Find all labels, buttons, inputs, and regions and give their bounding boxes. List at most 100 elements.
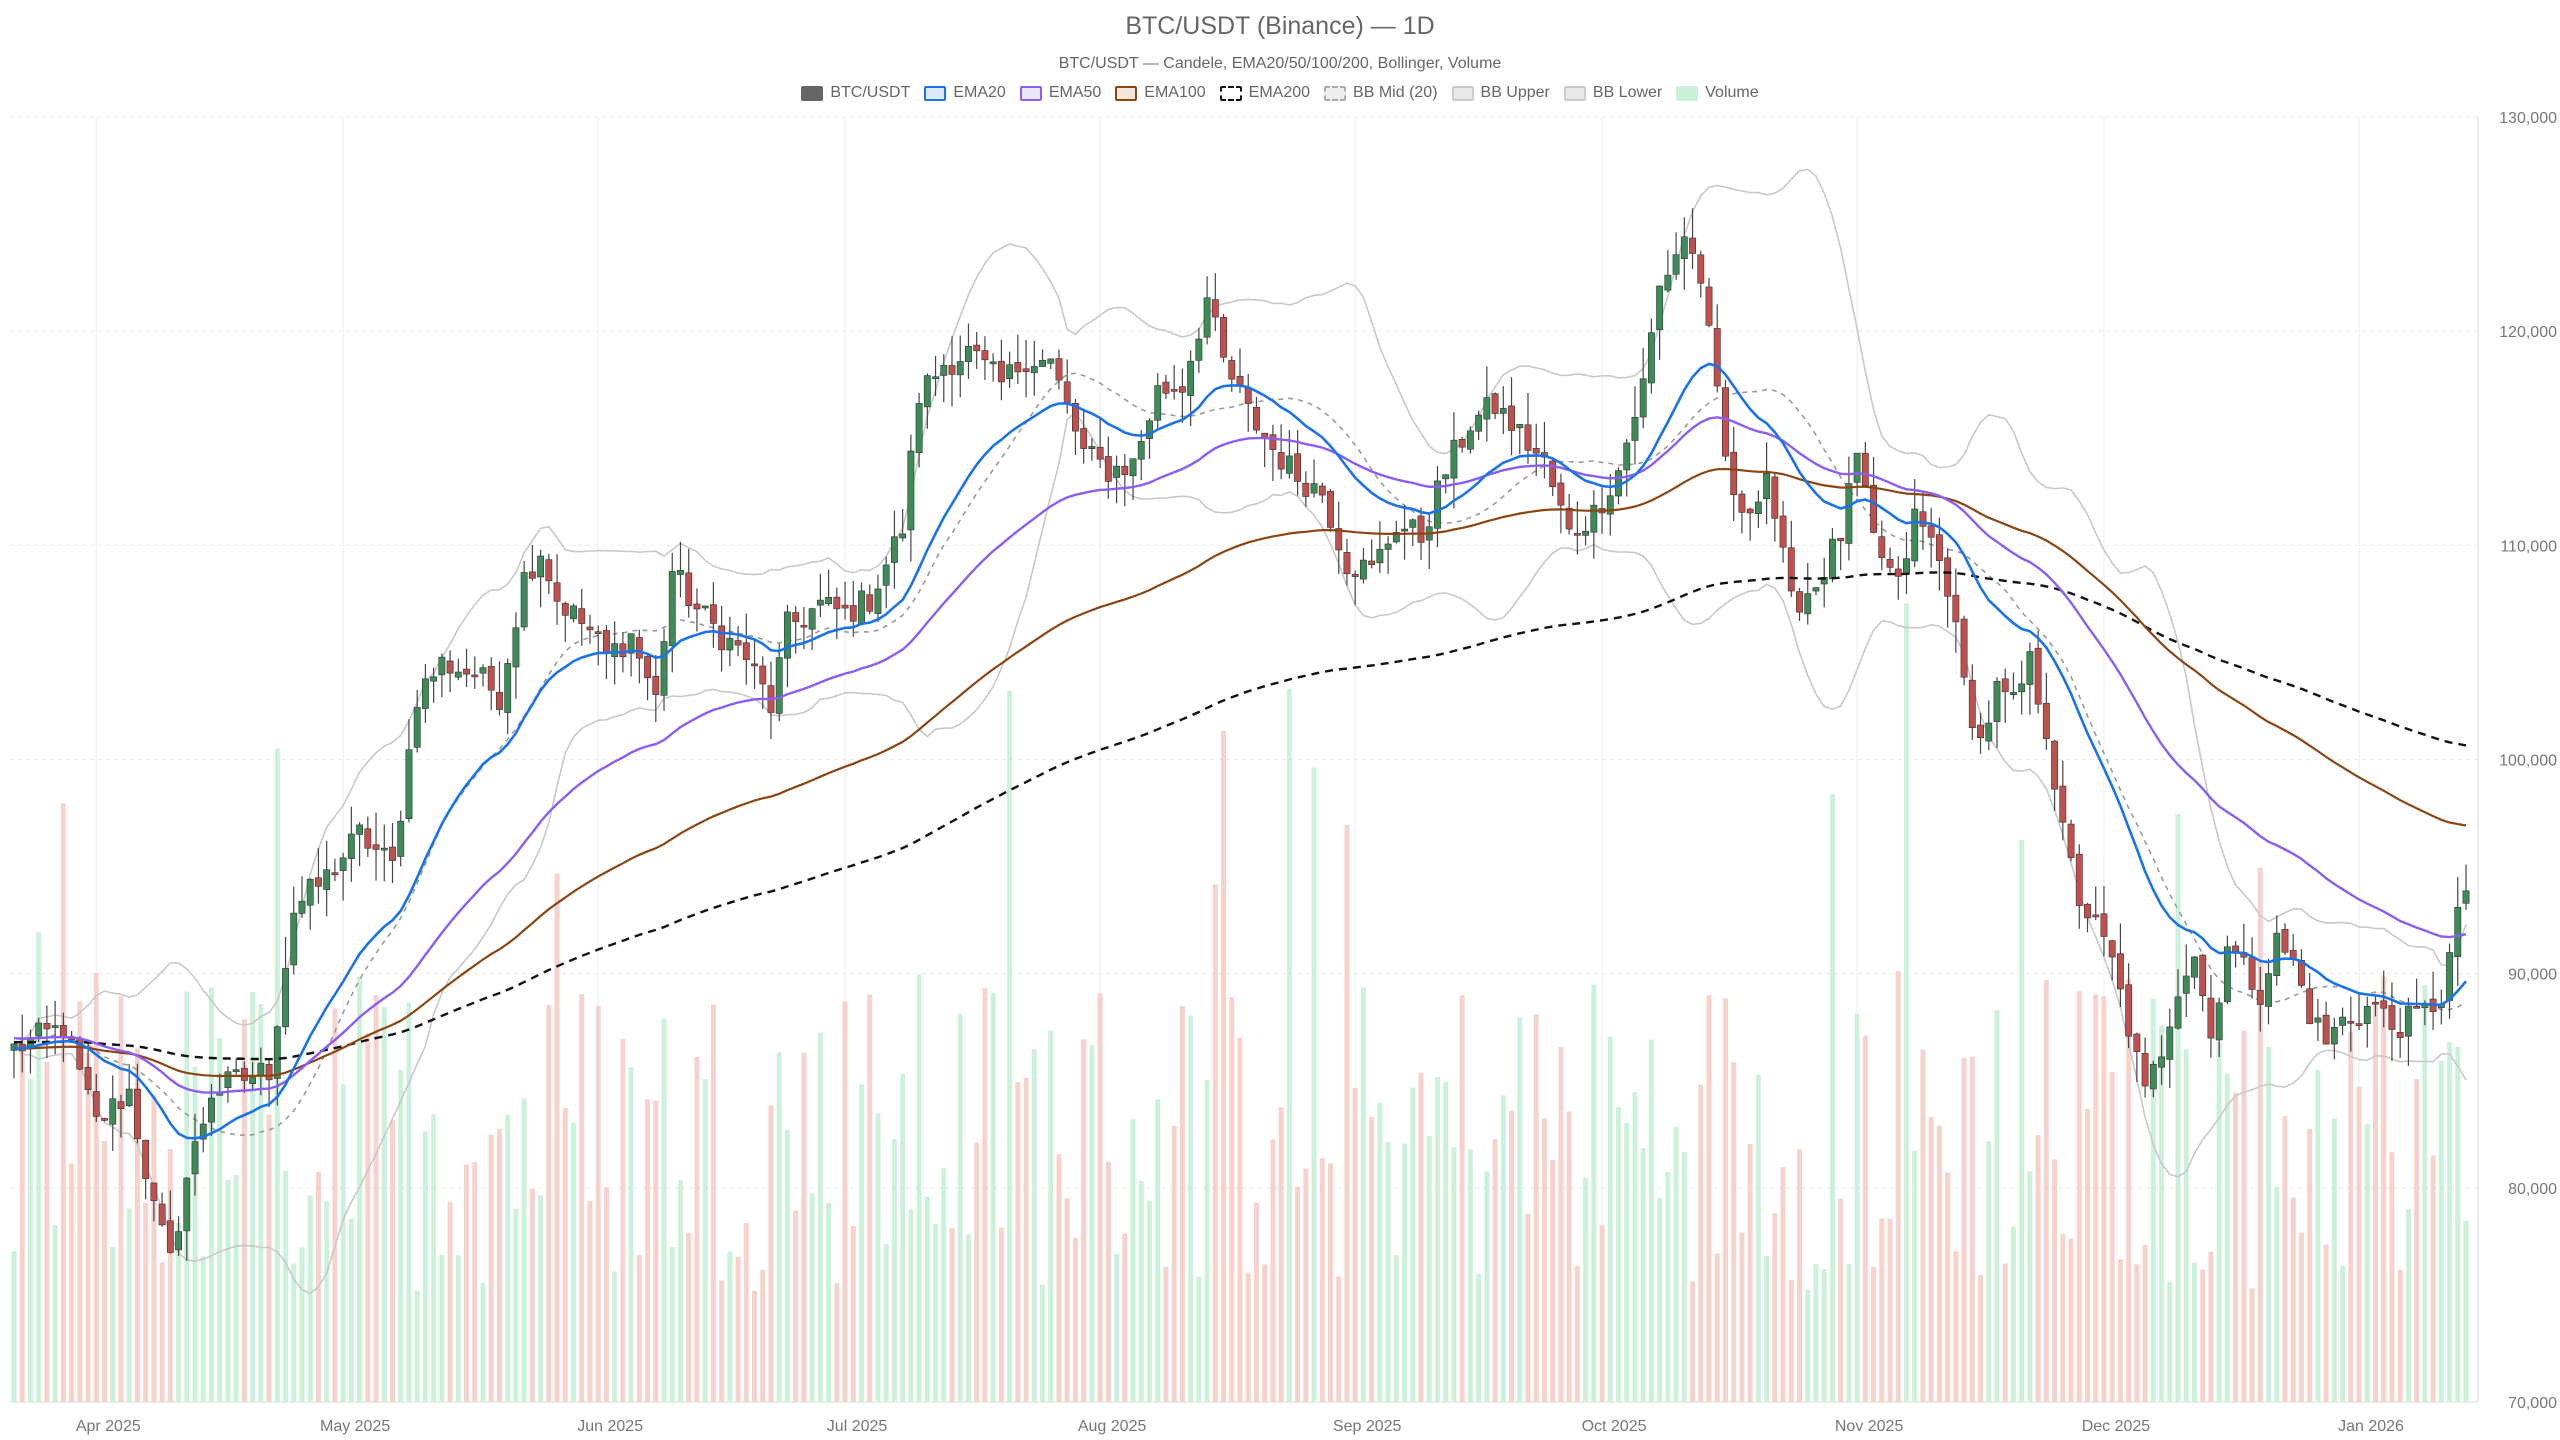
legend-item-btc-usdt[interactable]: BTC/USDT: [801, 84, 910, 102]
volume-bar: [77, 1001, 83, 1402]
candle-body: [257, 1062, 265, 1076]
volume-bar: [348, 1218, 354, 1402]
legend-label: BTC/USDT: [830, 84, 911, 101]
volume-bar: [1286, 689, 1292, 1402]
candle-body: [1072, 403, 1079, 432]
candle-body: [1845, 483, 1853, 544]
candle-body: [364, 828, 372, 849]
legend-item-ema20[interactable]: EMA20: [924, 84, 1006, 102]
legend-item-bb-mid-20[interactable]: BB Mid (20): [1324, 84, 1438, 102]
candle-body: [635, 637, 643, 659]
volume-bar: [916, 974, 922, 1402]
volume-bar: [529, 1188, 535, 1402]
volume-bar: [2249, 1288, 2255, 1402]
volume-bar: [1821, 1269, 1827, 1402]
candle-body: [907, 450, 915, 531]
candle-body: [1285, 455, 1293, 474]
volume-bar: [1459, 994, 1465, 1402]
candle-body: [2248, 957, 2256, 990]
candle-body: [1047, 358, 1055, 364]
candle-body: [866, 594, 874, 612]
volume-bar: [2315, 1069, 2321, 1402]
volume-bar: [1731, 1062, 1737, 1402]
candle-body: [2273, 932, 2281, 976]
candle-body: [1392, 532, 1400, 543]
y-tick-label: 110,000: [2500, 538, 2557, 555]
x-tick-label: Apr 2025: [76, 1418, 141, 1435]
candle-body: [183, 1177, 191, 1232]
candle-body: [1088, 446, 1096, 450]
candle-body: [2174, 996, 2182, 1029]
volume-bar: [1616, 1107, 1621, 1402]
volume-bar: [324, 1201, 330, 1402]
volume-bar: [1920, 1049, 1926, 1402]
volume-bar: [801, 1052, 807, 1402]
legend-item-ema200[interactable]: EMA200: [1219, 84, 1311, 102]
candle-body: [158, 1203, 166, 1226]
volume-bar: [1105, 1161, 1111, 1402]
legend-item-ema50[interactable]: EMA50: [1019, 84, 1101, 102]
candle-body: [528, 571, 536, 579]
candle-body: [166, 1220, 174, 1253]
volume-bar: [2043, 980, 2049, 1402]
volume-bar: [1056, 1154, 1062, 1402]
volume-bar: [2035, 1135, 2041, 1402]
candle-body: [1162, 381, 1170, 394]
candle-body: [191, 1141, 199, 1175]
volume-bar: [1130, 1119, 1136, 1402]
volume-bar: [883, 1244, 889, 1402]
volume-bar: [1994, 1009, 2000, 1402]
candle-body: [240, 1067, 248, 1081]
volume-bar: [1780, 1167, 1786, 1402]
candle-body: [2265, 973, 2272, 1007]
legend-item-ema100[interactable]: EMA100: [1115, 84, 1206, 102]
legend-item-bb-upper[interactable]: BB Upper: [1451, 84, 1550, 102]
volume-bar: [2414, 1079, 2420, 1402]
candle-body: [594, 631, 602, 635]
legend-swatch: [1019, 85, 1042, 101]
candle-body: [989, 361, 997, 365]
volume-bar: [587, 1201, 593, 1402]
candle-body: [1680, 236, 1688, 259]
candle-body: [2191, 956, 2198, 978]
volume-bar: [2282, 1116, 2288, 1402]
candle-body: [726, 637, 734, 651]
candle-body: [1763, 472, 1771, 500]
chart-title: BTC/USDT (Binance) — 1D: [1125, 12, 1435, 40]
candle-body: [1952, 594, 1960, 623]
volume-bar: [1311, 767, 1317, 1402]
volume-bar: [1500, 1095, 1506, 1402]
volume-bar: [2192, 1262, 2197, 1402]
candle-body: [1401, 528, 1408, 532]
volume-bar: [1772, 1213, 1778, 1402]
volume-bar: [1179, 1005, 1185, 1402]
candle-body: [1664, 274, 1672, 291]
volume-bar: [1262, 1264, 1268, 1402]
candle-body: [1894, 568, 1902, 577]
volume-bar: [85, 1053, 91, 1402]
candle-body: [2223, 946, 2231, 1003]
volume-bar: [1681, 1152, 1687, 1402]
volume-bar: [1764, 1256, 1770, 1402]
volume-bar: [817, 1032, 823, 1402]
candle-body: [1146, 420, 1153, 439]
legend-label: EMA200: [1248, 84, 1311, 101]
volume-bar: [225, 1179, 231, 1402]
candle-body: [1129, 458, 1137, 476]
candle-body: [1466, 430, 1474, 450]
candle-body: [825, 596, 833, 604]
legend-item-bb-lower[interactable]: BB Lower: [1563, 84, 1662, 102]
volume-bar: [2060, 1234, 2066, 1402]
candle-body: [1582, 530, 1590, 536]
candle-body: [849, 605, 857, 622]
volume-bar: [151, 1095, 157, 1402]
volume-bar: [1040, 1284, 1045, 1402]
volume-bar: [2134, 1264, 2140, 1402]
volume-bar: [1624, 1122, 1630, 1402]
legend-item-volume[interactable]: Volume: [1676, 84, 1759, 102]
volume-bar: [2447, 1042, 2453, 1402]
volume-bar: [1344, 824, 1350, 1402]
chart-subtitle: BTC/USDT — Candele, EMA20/50/100/200, Bo…: [1058, 55, 1502, 72]
candle-body: [1302, 482, 1310, 497]
